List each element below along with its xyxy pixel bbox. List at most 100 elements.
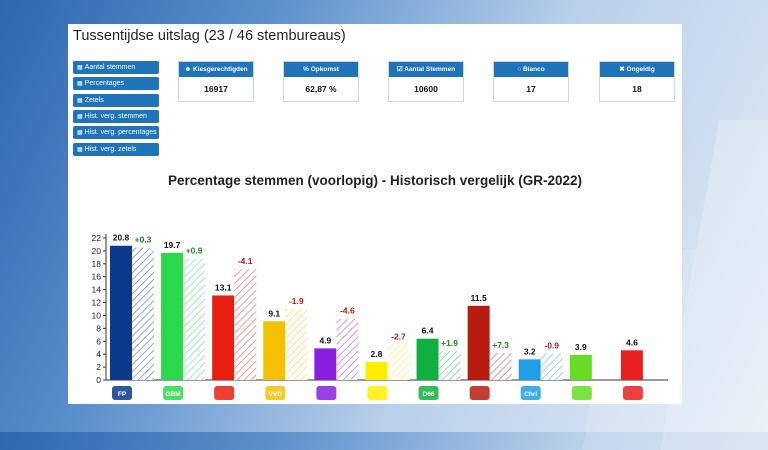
stat-blanco: ○ Blanco 17 bbox=[493, 61, 569, 102]
party-logo-text: GBM bbox=[166, 391, 181, 398]
bar-current bbox=[569, 354, 592, 380]
sidebar-item-aantal-stemmen[interactable]: ▦ Aantal stemmen bbox=[73, 61, 159, 74]
y-tick-label: 22 bbox=[92, 233, 102, 243]
stat-kiesgerechtigden: ☻ Kiesgerechtigden 16917 bbox=[178, 61, 254, 102]
stat-aantal-stemmen: ☑ Aantal Stemmen 10600 bbox=[388, 61, 464, 102]
y-tick-label: 14 bbox=[92, 285, 102, 295]
bar-value-label: 20.8 bbox=[113, 233, 130, 243]
bar-previous-hatched bbox=[489, 352, 512, 380]
bar-previous-hatched bbox=[387, 344, 410, 380]
sidebar-item-zetels[interactable]: ▦ Zetels bbox=[73, 94, 159, 107]
bar-current bbox=[212, 295, 235, 380]
bar-current bbox=[620, 350, 643, 380]
y-tick-label: 0 bbox=[96, 375, 101, 385]
stat-label: Kiesgerechtigden bbox=[193, 66, 248, 73]
check-square-icon: ☑ bbox=[396, 66, 405, 73]
y-tick-label: 2 bbox=[96, 362, 101, 372]
bar-diff-label: -1.9 bbox=[289, 296, 304, 306]
bar-current bbox=[518, 359, 541, 380]
sidebar-item-hist-verg-zetels[interactable]: ▦ Hist. verg. zetels bbox=[73, 143, 159, 156]
percent-icon: % bbox=[303, 66, 311, 73]
y-tick-label: 12 bbox=[92, 298, 102, 308]
party-logo-text: VVD bbox=[269, 391, 283, 398]
bar-chart-icon: ▦ bbox=[77, 81, 83, 87]
bar-diff-label: +0.9 bbox=[186, 246, 203, 256]
y-tick-label: 18 bbox=[92, 259, 102, 269]
party-logo-text: D66 bbox=[423, 391, 435, 398]
bar-diff-label: +1.9 bbox=[441, 338, 458, 348]
sidebar-item-label: Hist. verg. stemmen bbox=[84, 113, 147, 120]
party-logo bbox=[112, 386, 132, 400]
y-tick-label: 4 bbox=[96, 349, 101, 359]
bar-chart-icon: ▦ bbox=[77, 98, 83, 104]
bar-previous-hatched bbox=[336, 318, 359, 380]
bar-value-label: 6.4 bbox=[422, 326, 434, 336]
bar-current bbox=[314, 348, 337, 380]
party-logo-text: FP bbox=[118, 391, 127, 398]
bar-value-label: 2.8 bbox=[371, 349, 383, 359]
users-icon: ☻ bbox=[184, 66, 194, 73]
y-tick-label: 10 bbox=[92, 310, 102, 320]
party-logo bbox=[163, 386, 184, 400]
sidebar-item-label: Percentages bbox=[84, 80, 124, 87]
party-logo bbox=[316, 386, 337, 400]
stat-value: 16917 bbox=[204, 84, 228, 94]
sidebar-item-hist-verg-percentages[interactable]: ▦ Hist. verg. percentages bbox=[73, 126, 159, 139]
bar-previous-hatched bbox=[540, 353, 563, 380]
stat-label: Opkomst bbox=[310, 66, 339, 73]
bar-value-label: 9.1 bbox=[268, 308, 280, 318]
stat-value: 62,87 % bbox=[305, 84, 337, 94]
bar-current bbox=[263, 321, 286, 380]
stat-value: 17 bbox=[526, 84, 536, 94]
stat-value: 10600 bbox=[414, 84, 438, 94]
sidebar-item-label: Zetels bbox=[84, 97, 104, 104]
sidebar-item-label: Aantal stemmen bbox=[84, 64, 136, 71]
bar-value-label: 3.9 bbox=[575, 342, 587, 352]
results-panel: Tussentijdse uitslag (23 / 46 stembureau… bbox=[68, 24, 682, 404]
bar-diff-label: +7.3 bbox=[492, 340, 509, 350]
bar-chart: 0 2 4 6 8 10 12 14 16 18 20 22 20.8 +0.3 FP 19.7 +0.9 GBM… bbox=[92, 233, 668, 400]
bar-previous-hatched bbox=[132, 247, 154, 380]
bar-diff-label: -2.7 bbox=[391, 332, 406, 342]
bar-value-label: 3.2 bbox=[524, 346, 536, 356]
bar-chart-icon: ▦ bbox=[77, 114, 83, 120]
party-logo bbox=[265, 386, 286, 400]
bar-chart-icon: ▦ bbox=[77, 147, 83, 153]
sidebar-item-label: Hist. verg. zetels bbox=[84, 146, 137, 153]
page-title: Tussentijdse uitslag (23 / 46 stembureau… bbox=[73, 28, 346, 44]
bar-value-label: 13.1 bbox=[215, 282, 232, 292]
sidebar-item-label: Hist. verg. percentages bbox=[84, 129, 157, 136]
bar-previous-hatched bbox=[234, 268, 257, 380]
bar-previous-hatched bbox=[183, 258, 206, 380]
sidebar-item-hist-verg-stemmen[interactable]: ▦ Hist. verg. stemmen bbox=[73, 110, 159, 123]
bar-current bbox=[467, 305, 490, 380]
circle-icon: ○ bbox=[517, 66, 524, 73]
bar-diff-label: +0.3 bbox=[135, 235, 152, 245]
chart-title: Percentage stemmen (voorlopig) - Histori… bbox=[167, 173, 583, 188]
party-logo bbox=[520, 386, 541, 400]
y-tick-label: 16 bbox=[92, 272, 102, 282]
party-logo bbox=[418, 386, 439, 400]
bar-diff-label: -4.6 bbox=[340, 306, 355, 316]
bar-current bbox=[110, 245, 132, 380]
party-logo-text: Chri bbox=[524, 391, 537, 398]
stat-ongeldig: ✖ Ongeldig 18 bbox=[599, 61, 675, 102]
bar-current bbox=[365, 361, 388, 380]
party-logo bbox=[214, 386, 235, 400]
bar-chart-icon: ▦ bbox=[77, 130, 83, 136]
bar-previous-hatched bbox=[438, 350, 461, 380]
bar-current bbox=[416, 338, 439, 380]
bar-current bbox=[161, 252, 184, 380]
party-logo bbox=[622, 386, 643, 400]
stat-label: Blanco bbox=[523, 66, 545, 73]
y-tick-label: 8 bbox=[96, 323, 101, 333]
party-logo bbox=[367, 386, 388, 400]
stat-opkomst: % Opkomst 62,87 % bbox=[283, 61, 359, 102]
x-icon: ✖ bbox=[619, 66, 627, 73]
bar-value-label: 11.5 bbox=[471, 293, 487, 303]
bar-diff-label: -4.1 bbox=[238, 256, 253, 266]
y-tick-label: 6 bbox=[96, 336, 101, 346]
bar-previous-hatched bbox=[285, 309, 308, 380]
sidebar-item-percentages[interactable]: ▦ Percentages bbox=[73, 77, 159, 90]
stat-label: Aantal Stemmen bbox=[404, 66, 456, 73]
